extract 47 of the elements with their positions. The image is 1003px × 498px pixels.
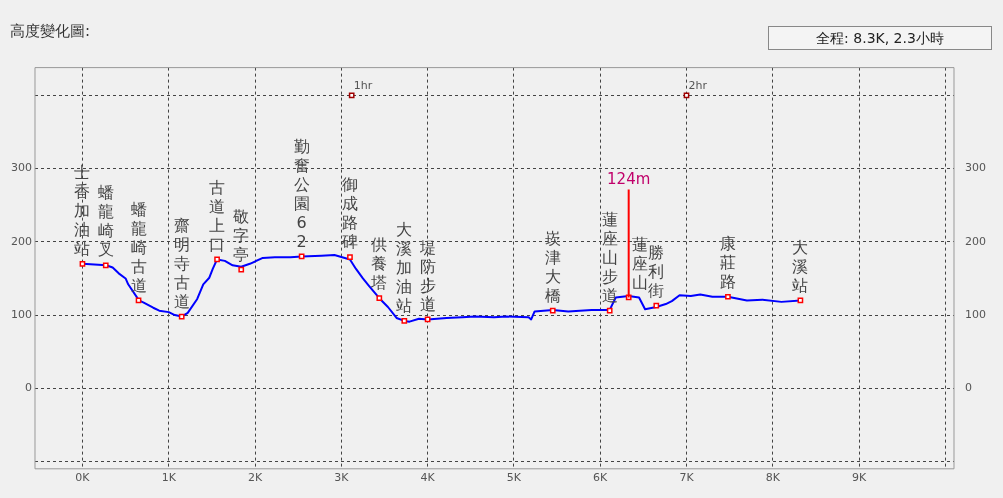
point xyxy=(298,253,305,260)
point xyxy=(606,307,613,314)
data-label: 敬字亭 xyxy=(233,206,250,264)
y-tick-label: 300 xyxy=(11,161,32,175)
point xyxy=(347,254,353,261)
x-tick-label: 8K xyxy=(765,471,781,485)
x-tick-label: 1K xyxy=(161,471,177,485)
point xyxy=(79,260,86,267)
point xyxy=(401,318,408,324)
x-tick-label: 9K xyxy=(851,471,867,485)
point xyxy=(725,293,731,300)
point xyxy=(102,262,109,269)
y2-tick-label: 100 xyxy=(965,307,986,321)
data-label: 蟠龍崎古道 xyxy=(130,199,147,295)
y2-tick-label: 0 xyxy=(965,381,972,395)
x-tick-label: 0K xyxy=(75,471,91,485)
text: 全程: 8.3K, 2.3小時 xyxy=(768,26,992,50)
y2-tick-label: 200 xyxy=(965,234,986,248)
y2-tick-label: 300 xyxy=(965,161,986,175)
annotation: 1hr xyxy=(353,78,373,92)
data-label: 大溪站 xyxy=(792,237,809,295)
point xyxy=(214,256,220,263)
y-tick-label: 0 xyxy=(25,381,32,395)
annotation: 124m xyxy=(607,169,651,188)
point xyxy=(178,313,185,320)
point xyxy=(653,302,660,309)
point xyxy=(348,92,355,99)
y-tick-label: 200 xyxy=(11,234,32,248)
data-label: 蟠龍崎叉 xyxy=(97,183,114,260)
x-tick-label: 6K xyxy=(593,471,609,485)
x-tick-label: 4K xyxy=(420,471,436,485)
chart-title: 高度變化圖: xyxy=(10,22,91,41)
point xyxy=(238,266,245,273)
data-label: 蓮座山 xyxy=(631,234,648,292)
data-label: 勝利街 xyxy=(648,242,665,300)
point xyxy=(376,295,383,302)
data-label: 齋明寺古道 xyxy=(173,215,190,311)
x-tick-label: 2K xyxy=(247,471,263,485)
x-tick-label: 7K xyxy=(679,471,695,485)
data-label: 大溪加油站 xyxy=(396,220,413,316)
y-tick-label: 100 xyxy=(11,307,32,321)
x-tick-label: 5K xyxy=(506,471,522,485)
annotation: 2hr xyxy=(688,78,708,92)
data-label: 康莊路 xyxy=(719,233,736,291)
data-label: 勤奮公園62 xyxy=(293,136,310,251)
x-tick-label: 3K xyxy=(334,471,350,485)
point xyxy=(549,307,556,314)
